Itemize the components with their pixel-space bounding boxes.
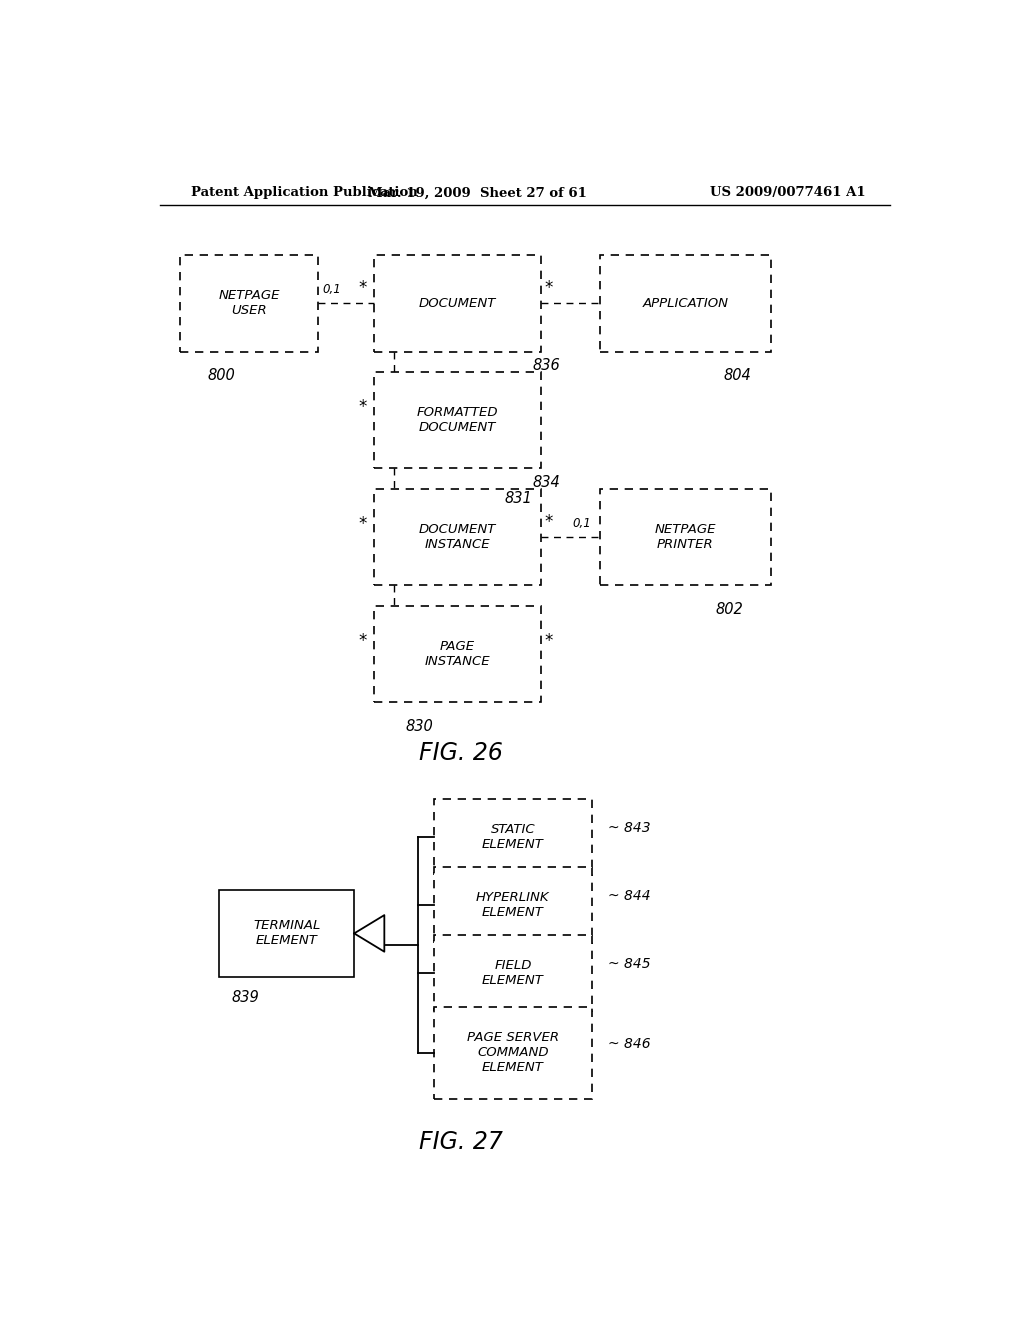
Text: *: * xyxy=(358,632,367,649)
Text: FIELD
ELEMENT: FIELD ELEMENT xyxy=(482,960,544,987)
Text: 830: 830 xyxy=(406,718,433,734)
Text: TERMINAL
ELEMENT: TERMINAL ELEMENT xyxy=(253,920,321,948)
Text: 800: 800 xyxy=(207,368,236,383)
Text: *: * xyxy=(358,279,367,297)
Bar xyxy=(433,867,592,942)
Text: PAGE
INSTANCE: PAGE INSTANCE xyxy=(425,640,490,668)
Text: ~ 846: ~ 846 xyxy=(608,1036,651,1051)
Bar xyxy=(600,255,771,351)
Text: ~ 845: ~ 845 xyxy=(608,957,651,972)
Bar xyxy=(433,935,592,1011)
Text: 804: 804 xyxy=(723,368,751,383)
Text: 0,1: 0,1 xyxy=(572,517,591,529)
Text: US 2009/0077461 A1: US 2009/0077461 A1 xyxy=(711,186,866,199)
Bar xyxy=(374,372,541,469)
Text: ~ 843: ~ 843 xyxy=(608,821,651,834)
Bar xyxy=(600,488,771,585)
Text: 836: 836 xyxy=(532,358,560,372)
Text: STATIC
ELEMENT: STATIC ELEMENT xyxy=(482,822,544,851)
Text: 0,1: 0,1 xyxy=(323,282,341,296)
Text: DOCUMENT
INSTANCE: DOCUMENT INSTANCE xyxy=(419,523,496,550)
Text: FIG. 26: FIG. 26 xyxy=(420,741,503,766)
Text: PAGE SERVER
COMMAND
ELEMENT: PAGE SERVER COMMAND ELEMENT xyxy=(467,1031,559,1074)
Bar xyxy=(219,890,354,977)
Bar xyxy=(374,488,541,585)
Bar xyxy=(374,255,541,351)
Text: NETPAGE
PRINTER: NETPAGE PRINTER xyxy=(654,523,716,550)
Text: 802: 802 xyxy=(715,602,743,616)
Bar xyxy=(433,1007,592,1098)
Text: 839: 839 xyxy=(231,990,259,1005)
Bar xyxy=(179,255,318,351)
Text: NETPAGE
USER: NETPAGE USER xyxy=(218,289,280,317)
Text: APPLICATION: APPLICATION xyxy=(642,297,728,310)
Text: ~ 844: ~ 844 xyxy=(608,888,651,903)
Bar xyxy=(374,606,541,702)
Polygon shape xyxy=(354,915,384,952)
Text: 834: 834 xyxy=(532,475,560,490)
Text: *: * xyxy=(545,279,553,297)
Text: *: * xyxy=(545,513,553,531)
Text: HYPERLINK
ELEMENT: HYPERLINK ELEMENT xyxy=(476,891,550,919)
Text: FORMATTED
DOCUMENT: FORMATTED DOCUMENT xyxy=(417,407,498,434)
Text: DOCUMENT: DOCUMENT xyxy=(419,297,496,310)
Text: Mar. 19, 2009  Sheet 27 of 61: Mar. 19, 2009 Sheet 27 of 61 xyxy=(368,186,587,199)
Text: Patent Application Publication: Patent Application Publication xyxy=(191,186,418,199)
Text: 831: 831 xyxy=(505,491,532,506)
Text: *: * xyxy=(358,399,367,416)
Bar xyxy=(433,799,592,875)
Text: FIG. 27: FIG. 27 xyxy=(420,1130,503,1154)
Text: *: * xyxy=(545,632,553,649)
Text: *: * xyxy=(358,515,367,533)
